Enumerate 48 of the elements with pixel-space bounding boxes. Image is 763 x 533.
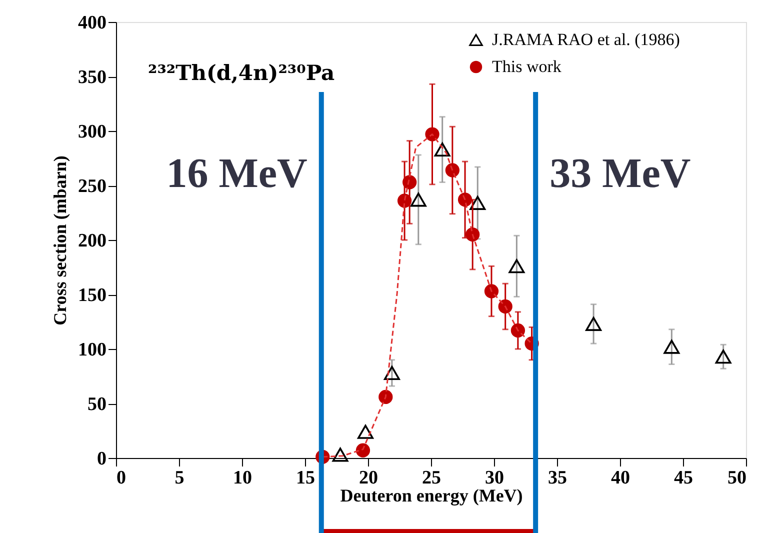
- ref-line-label: 16 MeV: [166, 151, 308, 197]
- x-axis-title: Deuteron energy (MeV): [340, 486, 523, 506]
- y-axis-title: Cross section (mbarn): [50, 156, 70, 326]
- point: [466, 227, 480, 242]
- point: [664, 340, 680, 354]
- point: [402, 175, 417, 190]
- y-tick-label: 200: [78, 230, 106, 252]
- point: [332, 448, 348, 462]
- x-tick-label: 35: [548, 468, 567, 488]
- x-tick-label: 40: [611, 468, 630, 488]
- point: [510, 323, 526, 338]
- x-tick-label: 20: [359, 468, 378, 488]
- y-tick-label: 300: [78, 122, 106, 142]
- y-tick-label: 50: [88, 394, 106, 415]
- point: [484, 284, 499, 298]
- point: [384, 366, 400, 380]
- x-tick-label: 50: [728, 468, 746, 488]
- x-tick-label: 15: [296, 468, 315, 488]
- annotation: ²³²Th(d,4n)²³⁰Pa: [148, 60, 336, 85]
- x-tick-label: 10: [233, 468, 252, 488]
- point: [425, 127, 440, 142]
- y-tick-label: 250: [78, 176, 106, 197]
- legend-label: This work: [492, 57, 562, 76]
- x-tick-label: 30: [485, 468, 504, 488]
- y-tick-label: 150: [78, 285, 106, 306]
- x-tick-label: 45: [674, 468, 693, 488]
- point: [378, 390, 393, 404]
- point: [715, 350, 732, 364]
- y-tick-label: 0: [97, 448, 106, 470]
- point: [470, 196, 486, 210]
- y-tick-label: 100: [78, 340, 106, 360]
- legend-label: J.RAMA RAO et al. (1986): [492, 30, 680, 49]
- ref-line-label: 33 MeV: [550, 151, 691, 197]
- point: [356, 443, 370, 458]
- x-tick-label: 5: [174, 468, 184, 488]
- point: [358, 424, 374, 439]
- point: [498, 299, 512, 314]
- point: [410, 192, 426, 207]
- point: [508, 259, 525, 274]
- x-tick-label: 25: [422, 468, 441, 488]
- y-tick-label: 400: [78, 12, 106, 34]
- y-tick-label: 350: [78, 67, 106, 88]
- point: [458, 192, 472, 207]
- point: [445, 163, 460, 178]
- x-tick-label: 0: [116, 468, 126, 488]
- point: [397, 194, 412, 208]
- point: [434, 142, 450, 157]
- point: [586, 316, 602, 331]
